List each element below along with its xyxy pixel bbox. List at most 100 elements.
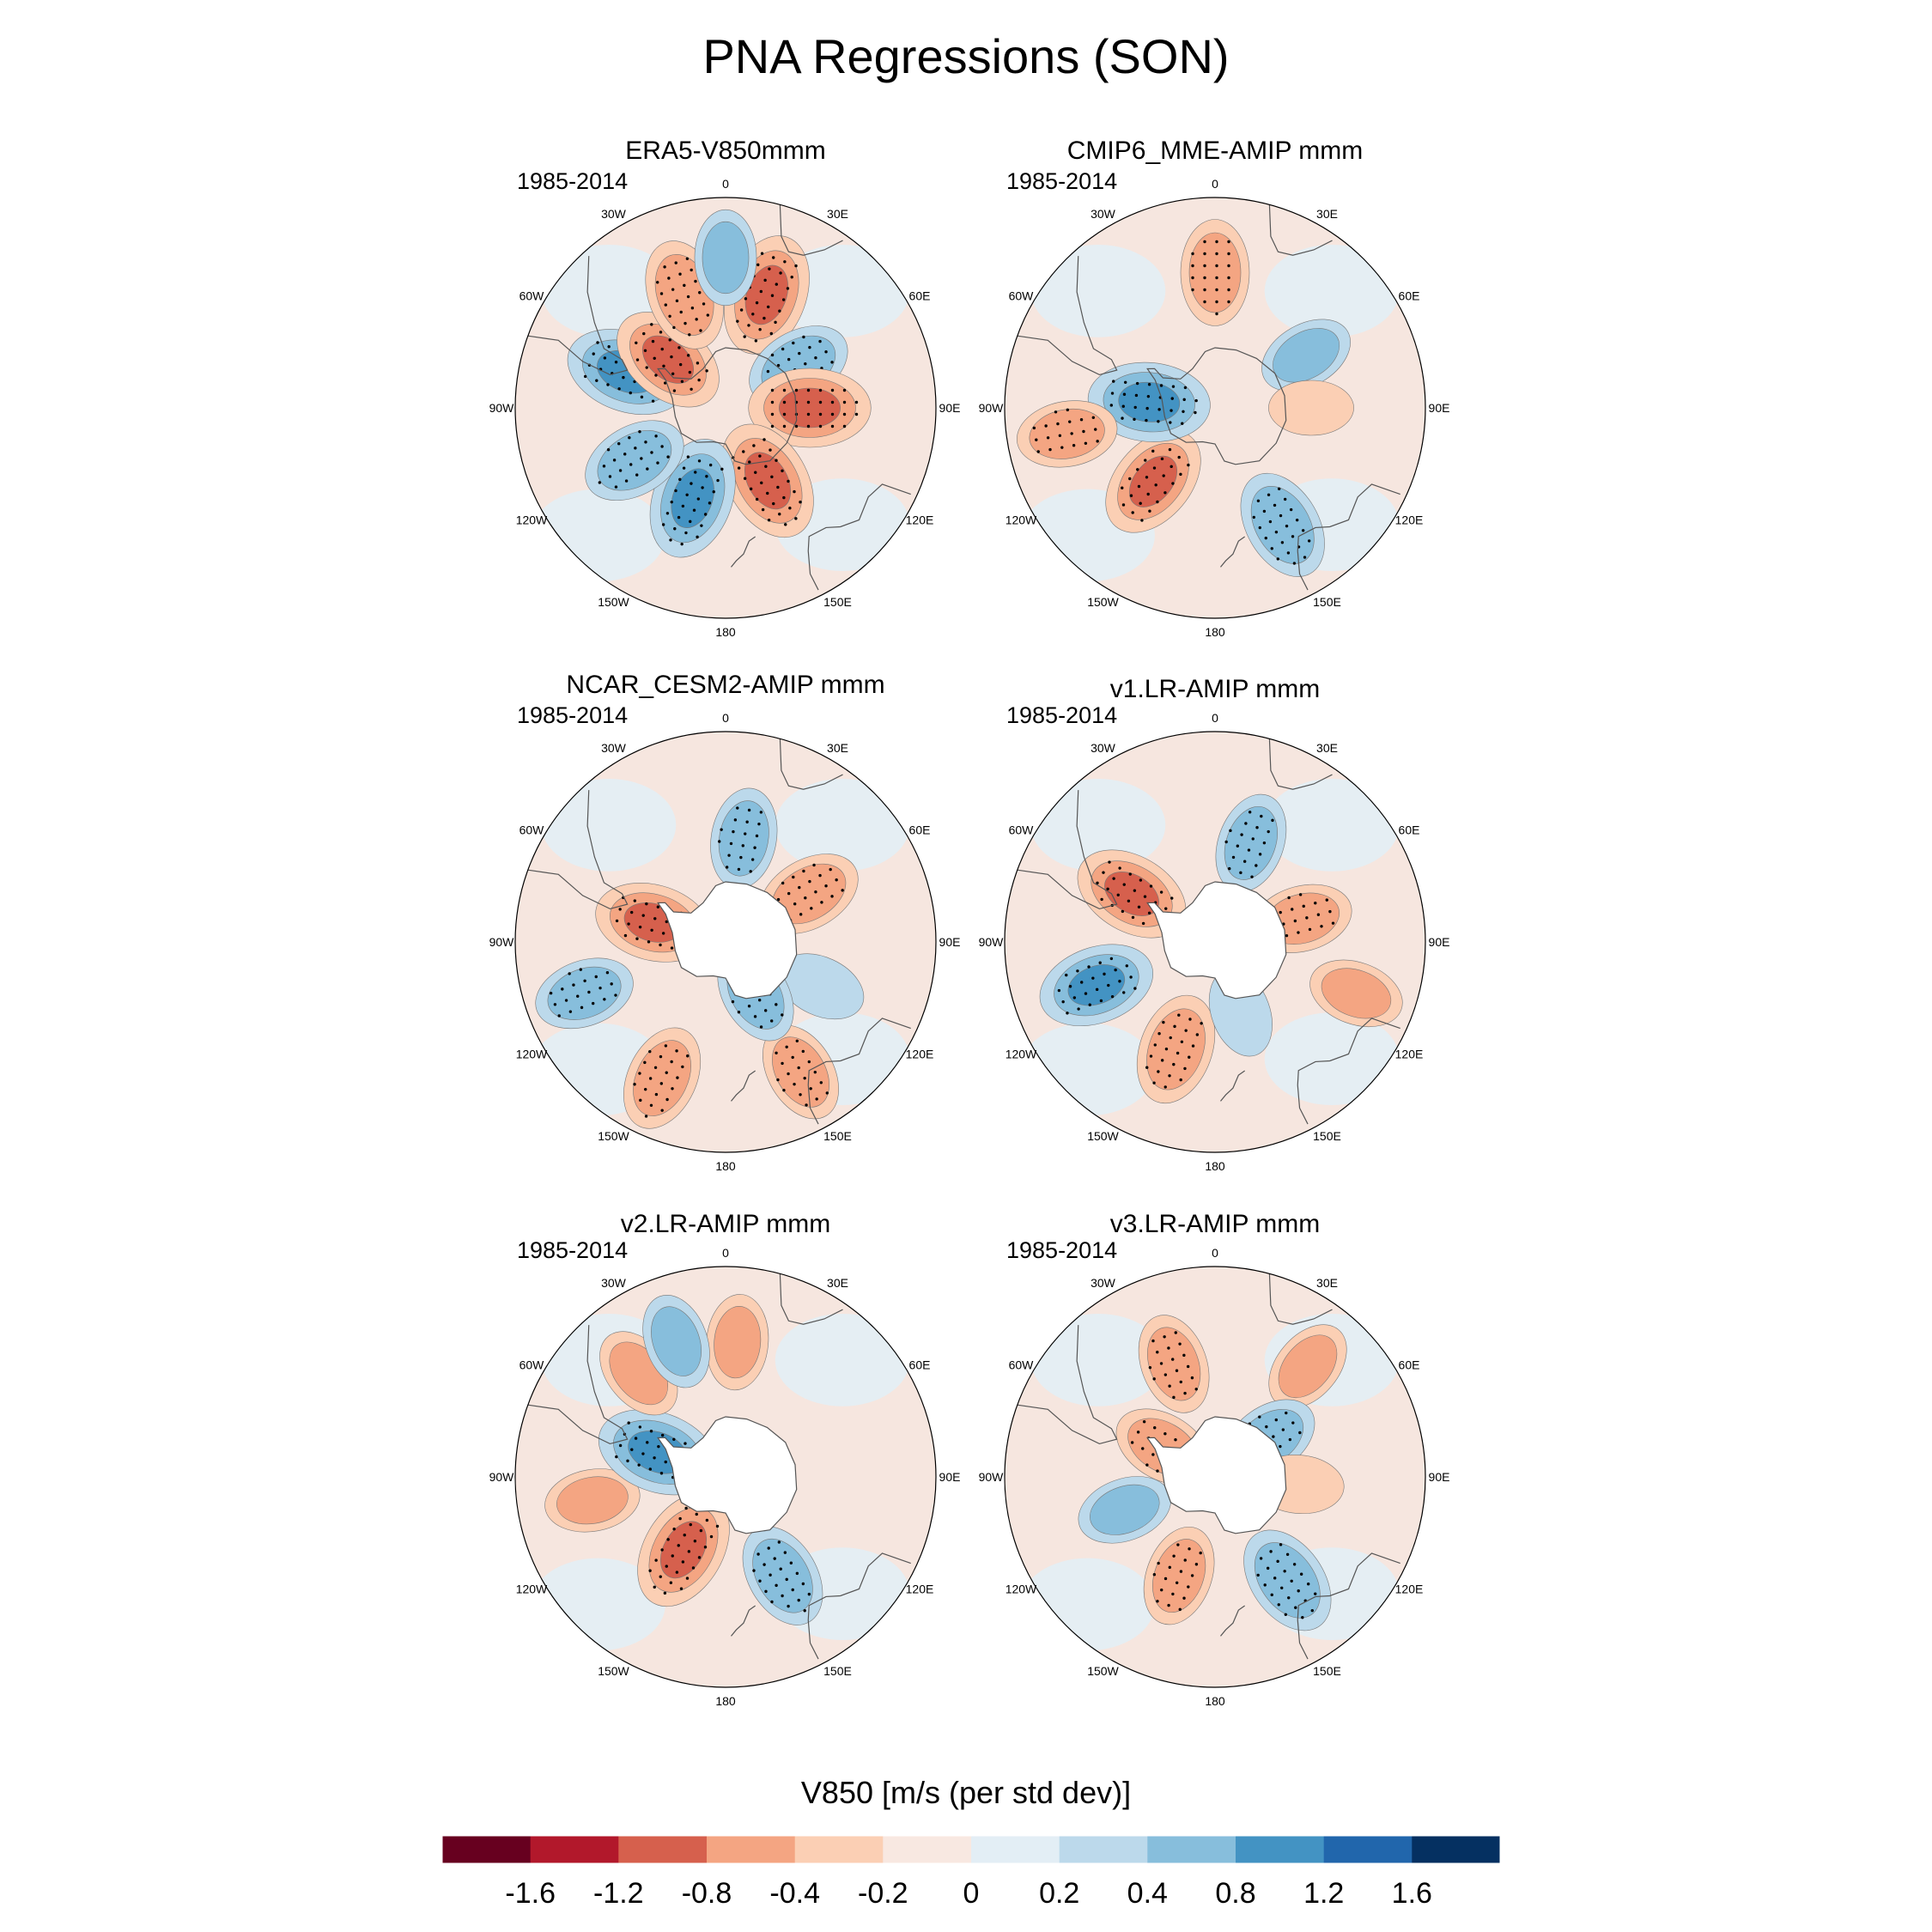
- stipple-dot: [842, 388, 847, 392]
- stipple-dot: [1256, 499, 1261, 503]
- stipple-dot: [656, 461, 659, 465]
- contour-level: [1090, 1484, 1160, 1535]
- stipple-dot: [1174, 1437, 1177, 1442]
- longitude-label: 30E: [827, 741, 848, 755]
- australia-coastline: [1297, 1552, 1400, 1660]
- stipple-dot: [830, 400, 835, 404]
- contour-level: [1321, 968, 1392, 1019]
- longitude-label: 60E: [1399, 1358, 1420, 1372]
- stipple-dot: [1314, 1592, 1317, 1595]
- stipple-dot: [764, 465, 768, 468]
- stipple-dot: [769, 1573, 772, 1577]
- stipple-dot: [801, 1582, 805, 1586]
- colorbar-tick-label: 0: [963, 1877, 980, 1910]
- stipple-dot: [1145, 1066, 1149, 1069]
- stipple-dot: [807, 1592, 811, 1596]
- stipple-dot: [641, 914, 645, 917]
- stippling: [661, 455, 724, 546]
- stipple-dot: [797, 1066, 800, 1070]
- longitude-label: 90E: [1429, 935, 1450, 949]
- stipple-dot: [854, 412, 859, 416]
- stipple-dot: [686, 354, 690, 357]
- stipple-dot: [781, 469, 784, 473]
- stipple-dot: [1203, 240, 1206, 244]
- stipple-dot: [1168, 1565, 1171, 1570]
- stipple-dot: [1109, 957, 1114, 961]
- stipple-dot: [1285, 933, 1289, 938]
- stipple-dot: [1168, 1384, 1171, 1388]
- stipple-dot: [1176, 1543, 1180, 1546]
- longitude-label: 150W: [1087, 1664, 1119, 1678]
- stipple-dot: [808, 345, 811, 349]
- longitude-label: 0: [1212, 1246, 1218, 1260]
- stipple-dot: [703, 1545, 708, 1549]
- stipple-dot: [1279, 1543, 1283, 1546]
- longitude-label: 60E: [1399, 823, 1420, 837]
- stipple-dot: [700, 524, 703, 527]
- stipple-dot: [1285, 1411, 1288, 1415]
- stipple-dot: [699, 1528, 703, 1533]
- stipple-dot: [1248, 811, 1252, 814]
- stipple-dot: [1066, 1012, 1069, 1015]
- stipple-dot: [568, 972, 571, 975]
- colorbar-segment: [442, 1836, 532, 1863]
- stipple-dot: [818, 873, 822, 878]
- stipple-dot: [1178, 1607, 1182, 1612]
- stipple-dot: [1170, 465, 1173, 469]
- stipple-dot: [757, 822, 761, 826]
- longitude-label: 120E: [1395, 1583, 1424, 1596]
- stipple-dot: [755, 834, 759, 838]
- stipple-dot: [1141, 1447, 1145, 1450]
- stipple-dot: [1088, 1003, 1091, 1006]
- stipple-dot: [683, 283, 686, 288]
- stipple-dot: [1200, 1022, 1203, 1025]
- stipple-dot: [1250, 875, 1254, 878]
- stipple-dot: [663, 1591, 667, 1595]
- stipple-dot: [659, 1054, 663, 1059]
- anomaly-blob: [585, 420, 684, 501]
- stipple-dot: [795, 1039, 799, 1042]
- stipple-dot: [1109, 404, 1114, 407]
- stipple-dot: [782, 424, 787, 428]
- stippling: [598, 430, 670, 489]
- contour-level: [651, 1306, 702, 1376]
- anomaly-blob: [710, 787, 778, 890]
- stipple-dot: [683, 1442, 687, 1445]
- stipple-dot: [1131, 915, 1135, 920]
- stipple-dot: [697, 1556, 702, 1559]
- stippling: [1057, 957, 1137, 1015]
- stipple-dot: [842, 412, 847, 416]
- stipple-dot: [1133, 405, 1137, 410]
- longitude-label: 60E: [909, 823, 931, 837]
- stipple-dot: [629, 463, 633, 466]
- stipple-dot: [770, 424, 775, 428]
- longitude-label: 90E: [1429, 401, 1450, 415]
- australia-coastline: [1297, 483, 1400, 591]
- stipple-dot: [1152, 466, 1157, 470]
- stipple-dot: [696, 497, 701, 501]
- stipple-dot: [1091, 416, 1096, 419]
- stipple-dot: [806, 388, 811, 392]
- stipple-dot: [825, 1091, 829, 1095]
- stipple-dot: [1172, 1062, 1176, 1066]
- longitude-label: 30E: [1316, 741, 1338, 755]
- stipple-dot: [1065, 973, 1068, 977]
- stipple-dot: [1151, 449, 1155, 453]
- stipple-dot: [634, 1437, 638, 1440]
- anomaly-blob: [1180, 219, 1250, 326]
- stipple-dot: [762, 1563, 766, 1566]
- stipple-dot: [669, 538, 672, 542]
- stipple-dot: [1277, 487, 1281, 491]
- anomaly-blob: [1268, 380, 1354, 436]
- stipple-dot: [1280, 541, 1285, 544]
- stipple-dot: [1172, 1554, 1176, 1558]
- longitude-label: 180: [1205, 1694, 1225, 1708]
- stipple-dot: [1287, 1596, 1291, 1600]
- colorbar-segment: [1147, 1836, 1236, 1863]
- stipple-dot: [1295, 518, 1299, 522]
- stipple-dot: [1186, 1364, 1190, 1369]
- stipple-dot: [725, 866, 729, 869]
- stipple-dot: [798, 351, 801, 355]
- longitude-label: 120E: [906, 1048, 934, 1061]
